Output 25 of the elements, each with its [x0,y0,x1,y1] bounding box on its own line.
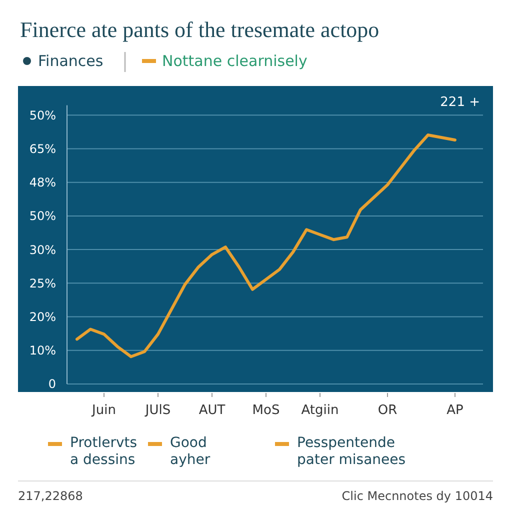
x-tick-label: AP [446,403,464,418]
x-tick-label: Juin [91,403,116,418]
text: 65% [29,142,56,156]
text: 30% [29,242,56,257]
text: 25% [29,276,56,290]
legend-label: Nottane clearnisely [162,52,308,70]
text: 0 [48,377,56,392]
x-tick-label: AUT [198,403,226,418]
text: Pesspentende pater misanees [297,435,406,468]
chart-title: Finerce ate pants of the tresemate actopo [20,17,380,42]
x-tick-label: OR [378,403,398,418]
x-tick-label: JUlS [144,403,171,418]
text: 217,22868 [18,489,83,503]
text: Protlervts a dessins [70,435,138,468]
x-tick-label: Atgiin [301,403,339,418]
text: 221 + [440,95,480,110]
text: Good ayher [170,435,210,468]
text: 48% [29,176,56,190]
text: 20% [29,310,56,324]
text: 10% [29,344,56,358]
x-tick-label: MoS [252,403,280,418]
text: Clic Mecnnotes dy 10014 [342,489,493,503]
text: 50% [29,108,56,122]
text: 50% [29,209,56,224]
text: Finances [38,52,104,70]
